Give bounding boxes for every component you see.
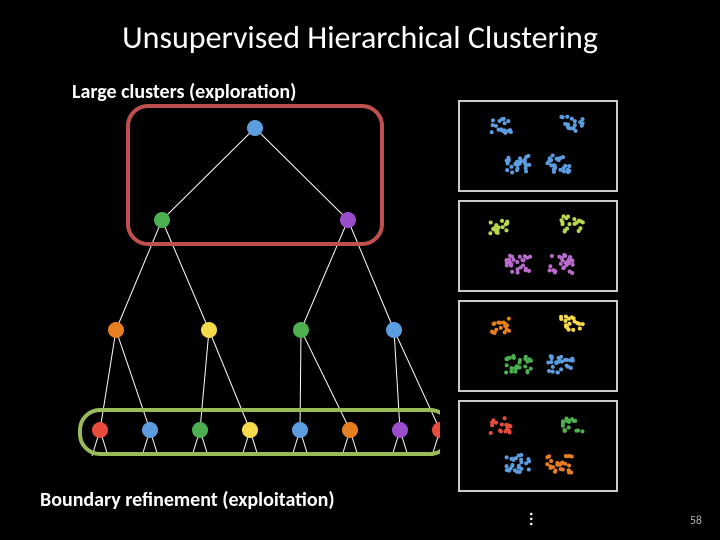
scatter-panel	[458, 100, 618, 192]
exploitation-label: Boundary refinement (exploitation)	[40, 488, 335, 512]
slide-title: Unsupervised Hierarchical Clustering	[0, 18, 720, 57]
page-number: 58	[690, 514, 702, 528]
scatter-panel	[458, 300, 618, 392]
scatter-panel	[458, 200, 618, 292]
scatter-panel	[458, 400, 618, 492]
ellipsis-icon: …	[524, 512, 548, 528]
cluster-tree	[70, 100, 440, 480]
